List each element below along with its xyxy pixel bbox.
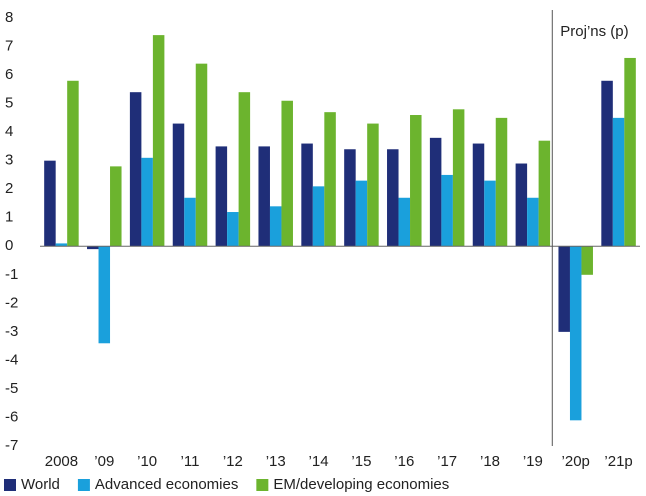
bar xyxy=(215,146,228,247)
x-tick-label: ’11 xyxy=(181,453,200,470)
bar xyxy=(538,140,551,247)
bar xyxy=(558,246,570,332)
bar xyxy=(441,174,453,247)
bar xyxy=(152,35,165,247)
y-tick-label: -5 xyxy=(5,380,18,397)
y-tick-label: -4 xyxy=(5,351,18,368)
x-tick-label: ’09 xyxy=(94,453,114,470)
y-tick-label: 5 xyxy=(5,95,13,112)
bar xyxy=(569,246,582,421)
bar xyxy=(227,212,239,247)
bar xyxy=(515,163,528,247)
legend-swatch xyxy=(256,479,269,491)
bar xyxy=(301,143,313,247)
y-tick-label: 8 xyxy=(5,9,13,26)
bar xyxy=(238,92,251,247)
y-tick-label: -1 xyxy=(5,266,18,283)
bar xyxy=(429,137,442,247)
legend-label: Advanced economies xyxy=(95,476,238,493)
bar xyxy=(484,180,496,247)
bar xyxy=(624,57,636,247)
legend-label: EM/developing economies xyxy=(273,476,449,493)
bar xyxy=(527,197,539,247)
bar xyxy=(281,100,293,247)
legend-label: World xyxy=(21,476,60,493)
y-tick-label: -2 xyxy=(5,294,18,311)
x-tick-label: ’18 xyxy=(480,453,500,470)
bar xyxy=(367,123,379,247)
x-tick-label: ’17 xyxy=(437,453,457,470)
y-tick-label: 6 xyxy=(5,66,13,83)
y-tick-label: 7 xyxy=(5,38,13,55)
bar xyxy=(67,80,79,247)
x-tick-label: 2008 xyxy=(45,453,78,470)
bar xyxy=(312,186,325,247)
legend-swatch xyxy=(4,479,16,491)
bar xyxy=(172,123,185,247)
y-tick-label: -3 xyxy=(5,323,18,340)
x-tick-label: ’14 xyxy=(309,453,329,470)
bar xyxy=(581,246,593,275)
bar xyxy=(355,180,368,247)
bar xyxy=(55,243,68,247)
bar xyxy=(184,197,196,247)
bar xyxy=(398,197,411,247)
y-tick-label: 1 xyxy=(5,209,13,226)
bar xyxy=(98,246,111,344)
x-tick-label: ’10 xyxy=(137,453,157,470)
bar xyxy=(495,117,508,247)
bar xyxy=(387,149,399,247)
x-tick-label: ’19 xyxy=(523,453,543,470)
bar xyxy=(258,146,270,247)
bar xyxy=(324,112,336,247)
bar xyxy=(410,115,422,247)
bar xyxy=(612,117,625,247)
bar xyxy=(472,143,485,247)
x-tick-label: ’21p xyxy=(604,453,632,470)
bar xyxy=(601,80,613,247)
x-tick-label: ’12 xyxy=(223,453,243,470)
bar xyxy=(141,157,153,247)
bar xyxy=(195,63,208,247)
x-tick-label: ’16 xyxy=(394,453,414,470)
y-tick-label: -7 xyxy=(5,437,18,454)
x-tick-label: ’13 xyxy=(266,453,286,470)
bar xyxy=(129,92,142,247)
bar xyxy=(44,160,56,247)
legend-swatch xyxy=(77,479,90,491)
y-tick-label: 2 xyxy=(5,180,13,197)
bar xyxy=(87,246,99,250)
y-tick-label: -6 xyxy=(5,408,18,425)
y-tick-label: 3 xyxy=(5,152,13,169)
bar xyxy=(269,206,282,247)
y-tick-label: 0 xyxy=(5,237,13,254)
y-tick-label: 4 xyxy=(5,123,13,140)
bar xyxy=(452,109,465,247)
bar xyxy=(110,166,122,247)
bar xyxy=(344,149,356,247)
x-tick-label: ’20p xyxy=(562,453,590,470)
x-tick-label: ’15 xyxy=(351,453,371,470)
annotation: Proj’ns (p) xyxy=(560,23,628,40)
